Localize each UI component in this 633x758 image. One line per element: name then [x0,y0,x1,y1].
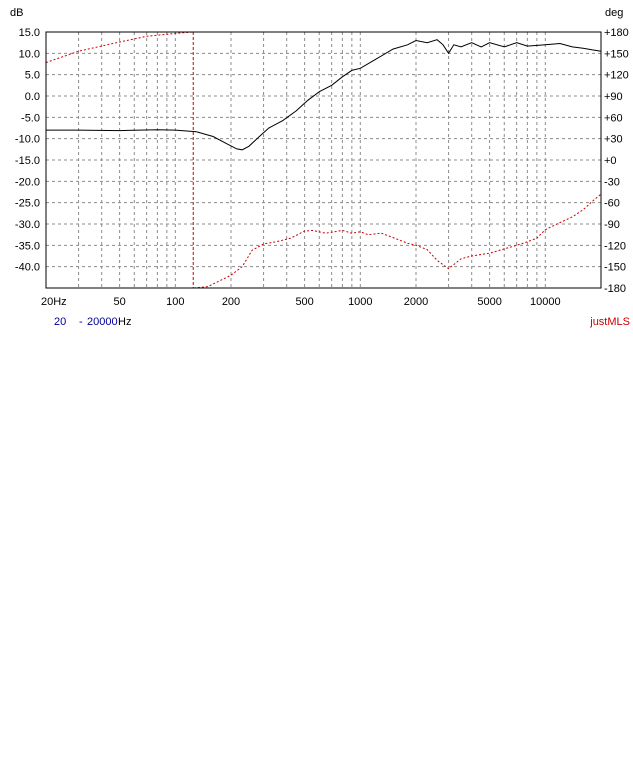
grid [46,32,601,288]
x-tick: 200 [222,296,240,308]
x-tick: 20Hz [41,296,67,308]
y-tick-right: -180 [604,283,626,295]
y-tick-left: -40.0 [15,262,40,274]
plot-frame [45,31,602,289]
y-tick-right: +30 [604,134,623,146]
phase-curve [193,193,602,289]
y-tick-right: -150 [604,262,626,274]
right-axis-label: deg [605,7,623,19]
y-tick-right: -30 [604,176,620,188]
range-dash: - [79,316,83,328]
range-unit: Hz [118,316,131,328]
range-end: 20000 [87,316,118,328]
x-tick: 10000 [530,296,561,308]
y-tick-right: +0 [604,155,617,167]
x-tick: 2000 [404,296,428,308]
tick-labels: 15.0 10.0 5.0 0.0 -5.0 -10.0 -15.0 -20.0 -25.0 -3… [15,27,629,308]
magnitude-curve [46,39,602,151]
y-tick-left: -30.0 [15,219,40,231]
y-tick-right: +150 [604,48,629,60]
x-tick: 5000 [477,296,501,308]
phase-curve [45,31,193,64]
y-tick-left: 10.0 [19,48,40,60]
y-tick-left: -5.0 [21,112,40,124]
software-label: justMLS [589,316,630,328]
x-tick: 100 [166,296,184,308]
y-tick-right: -120 [604,240,626,252]
y-tick-right: +120 [604,70,629,82]
y-tick-right: +90 [604,91,623,103]
y-tick-left: 15.0 [19,27,40,39]
y-tick-left: -35.0 [15,240,40,252]
y-tick-right: +60 [604,112,623,124]
x-tick: 500 [295,296,313,308]
y-tick-left: 0.0 [25,91,40,103]
left-axis-label: dB [10,7,23,19]
y-tick-right: -90 [604,219,620,231]
y-tick-left: 5.0 [25,70,40,82]
x-tick: 50 [113,296,125,308]
y-tick-right: +180 [604,27,629,39]
x-tick: 1000 [348,296,372,308]
y-tick-left: -25.0 [15,198,40,210]
y-tick-left: -20.0 [15,176,40,188]
y-tick-left: -15.0 [15,155,40,167]
y-tick-left: -10.0 [15,134,40,146]
range-start: 20 [54,316,66,328]
series-layer [45,31,602,289]
y-tick-right: -60 [604,198,620,210]
